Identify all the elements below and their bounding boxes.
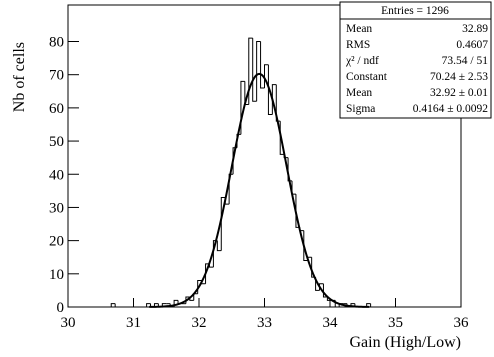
stats-value: 0.4607: [456, 39, 488, 51]
histogram-bin: [271, 84, 277, 115]
y-tick-label: 20: [49, 234, 64, 250]
histogram-bin: [322, 283, 328, 298]
x-tick-label: 30: [61, 315, 76, 331]
histogram-bin: [228, 173, 234, 205]
x-tick-label: 35: [388, 315, 403, 331]
stats-key: Mean: [346, 23, 372, 35]
histogram-bin: [264, 64, 269, 88]
y-tick-label: 80: [49, 35, 64, 51]
stats-key: Sigma: [346, 103, 375, 115]
histogram-bin: [208, 263, 214, 268]
y-tick-label: 0: [57, 300, 65, 316]
stats-frame: [339, 1, 492, 119]
stats-key: RMS: [346, 39, 370, 51]
histogram-bin: [287, 157, 293, 182]
histogram-bin: [275, 84, 281, 122]
histogram-bin: [326, 297, 332, 301]
stats-value: 73.54 / 51: [442, 55, 489, 67]
x-tick-label: 36: [454, 315, 470, 331]
stats-value: 32.89: [462, 23, 488, 35]
y-axis-label: Nb of cells: [11, 42, 28, 112]
histogram-bin: [220, 196, 226, 251]
stats-key: χ² / ndf: [345, 55, 379, 67]
histogram-bin: [169, 303, 175, 308]
fit-curve: [149, 72, 370, 308]
stats-value: 32.92 ± 0.01: [430, 87, 488, 99]
stats-box: Entries = 1296 Mean 32.89 RMS 0.4607 χ² / nd…: [339, 1, 492, 119]
x-tick-label: 33: [257, 315, 272, 331]
stats-header: Entries = 1296: [381, 5, 449, 17]
histogram-bin: [366, 303, 371, 307]
histogram-bin: [248, 37, 253, 105]
x-axis-label: Gain (High/Low): [349, 334, 461, 351]
stats-key: Mean: [346, 87, 372, 99]
y-tick-label: 60: [49, 101, 64, 117]
histogram-bin: [114, 303, 120, 308]
histogram-bin: [256, 41, 261, 102]
histogram-bin: [303, 230, 308, 262]
histogram-bin: [146, 303, 151, 307]
histogram-bin: [370, 303, 375, 308]
histogram-bin: [252, 38, 257, 102]
x-tick-label: 31: [126, 315, 141, 331]
y-tick-label: 30: [49, 200, 64, 216]
y-tick-label: 70: [49, 68, 64, 84]
y-tick-label: 50: [49, 134, 64, 150]
y-tick-label: 10: [49, 267, 64, 283]
stats-key: Constant: [346, 71, 388, 83]
stats-value: 0.4164 ± 0.0092: [413, 103, 489, 115]
y-tick-label: 40: [49, 167, 64, 183]
x-tick-label: 32: [192, 315, 207, 331]
histogram-bin: [110, 303, 116, 307]
x-tick-label: 34: [323, 315, 339, 331]
histogram-bin: [267, 64, 273, 116]
stats-value: 70.24 ± 2.53: [430, 71, 488, 83]
histogram-bin: [216, 240, 222, 252]
histogram-bin: [260, 41, 265, 89]
